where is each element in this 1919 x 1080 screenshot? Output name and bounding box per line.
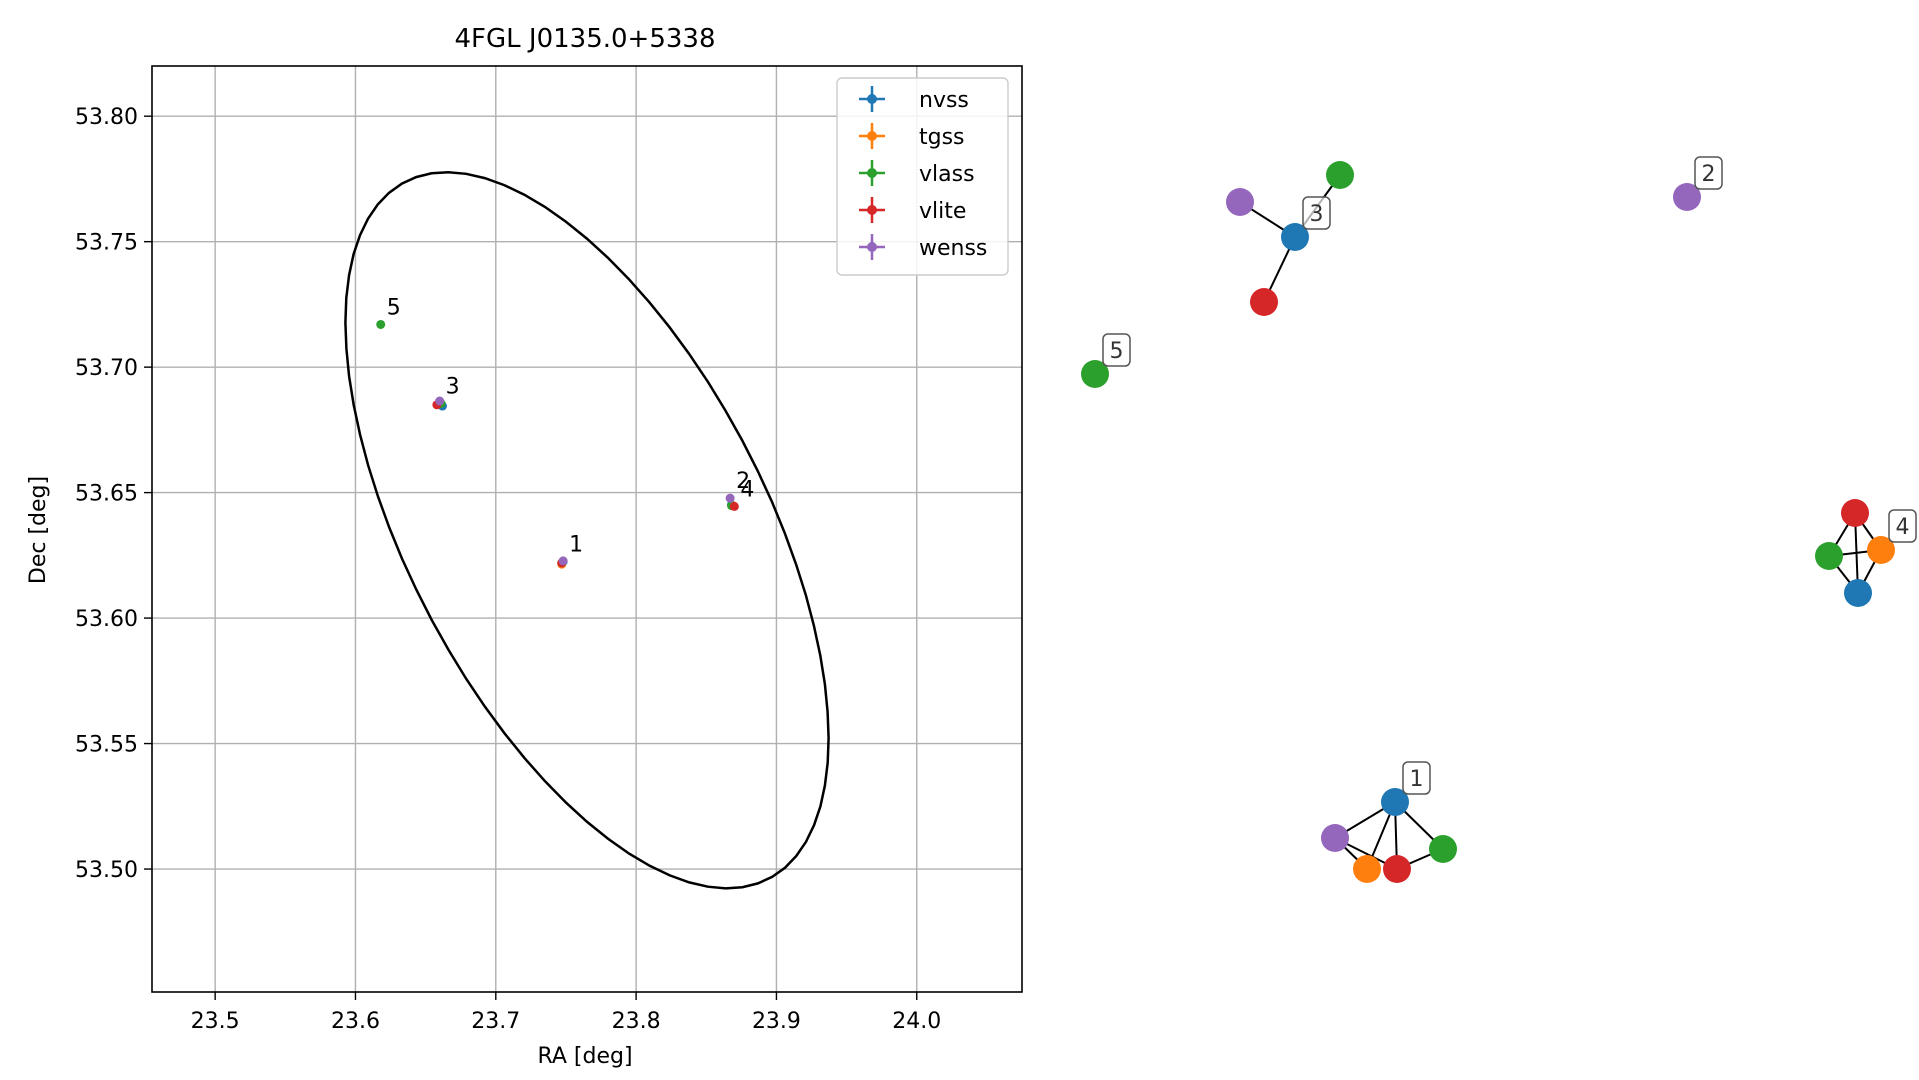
point-wenss — [725, 493, 735, 503]
legend-marker — [867, 205, 877, 215]
x-tick-label: 23.5 — [191, 1009, 240, 1034]
graph-node-vlass — [1081, 360, 1109, 388]
point-annotation: 4 — [740, 477, 754, 502]
graph-node-vlite — [1841, 499, 1869, 527]
y-tick-label: 53.80 — [75, 105, 138, 130]
legend-label: nvss — [919, 88, 969, 113]
y-tick-label: 53.75 — [75, 231, 138, 256]
graph-label-text: 2 — [1702, 162, 1716, 187]
chart-title: 4FGL J0135.0+5338 — [455, 24, 716, 54]
association-graph: 1 2 3 4 5 — [1081, 156, 1917, 883]
point-annotation: 5 — [387, 295, 401, 320]
graph-node-vlass — [1326, 161, 1354, 189]
data-points — [376, 319, 739, 569]
y-tick-label: 53.50 — [75, 858, 138, 883]
axes-frame — [151, 65, 1023, 993]
point-vlite — [729, 501, 739, 511]
legend-entry-vlite: vlite — [859, 197, 966, 224]
localization-ellipse — [344, 170, 830, 890]
graph-label-4: 4 — [1888, 509, 1917, 543]
graph-label-box — [1302, 196, 1331, 230]
legend-marker — [867, 131, 877, 141]
graph-label-text: 3 — [1310, 202, 1324, 227]
graph-node-wenss — [1321, 824, 1349, 852]
legend-label: vlass — [919, 162, 975, 187]
graph-label-box — [1402, 761, 1431, 795]
graph-label-box — [1694, 156, 1723, 190]
point-vlass — [376, 319, 386, 329]
legend-marker — [867, 242, 877, 252]
x-axis-label: RA [deg] — [537, 1044, 632, 1069]
point-wenss — [558, 556, 568, 566]
graph-node-vlass — [1429, 835, 1457, 863]
legend-label: tgss — [919, 125, 965, 150]
legend-marker — [867, 168, 877, 178]
graph-label-3: 3 — [1302, 196, 1331, 230]
legend-label: vlite — [919, 199, 966, 224]
point-annotation: 2 — [736, 469, 750, 494]
point-labels: 1 3 5 24 — [387, 295, 755, 557]
graph-node-tgss — [1353, 855, 1381, 883]
x-tick-label: 24.0 — [892, 1009, 941, 1034]
y-tick-label: 53.60 — [75, 607, 138, 632]
graph-label-5: 5 — [1102, 333, 1131, 367]
graph-labels: 1 2 3 4 5 — [1102, 156, 1917, 795]
point-annotation: 3 — [446, 375, 460, 400]
legend-marker — [867, 94, 877, 104]
x-tick-label: 23.9 — [752, 1009, 801, 1034]
legend-entry-nvss: nvss — [859, 86, 969, 113]
x-tick-label: 23.8 — [612, 1009, 661, 1034]
graph-node-wenss — [1226, 188, 1254, 216]
graph-node-nvss — [1844, 579, 1872, 607]
graph-node-vlass — [1815, 542, 1843, 570]
point-wenss — [435, 396, 445, 406]
graph-node-vlite — [1383, 855, 1411, 883]
graph-nodes — [1081, 161, 1895, 883]
x-axis-ticks: 23.5 23.6 23.7 23.8 23.9 24.0 — [191, 992, 941, 1034]
graph-label-text: 5 — [1110, 339, 1124, 364]
legend-box — [836, 77, 1009, 276]
y-axis-label: Dec [deg] — [26, 476, 51, 584]
graph-node-tgss — [1867, 536, 1895, 564]
graph-node-nvss — [1381, 788, 1409, 816]
graph-node-nvss — [1281, 223, 1309, 251]
graph-label-1: 1 — [1402, 761, 1431, 795]
graph-node-wenss — [1673, 183, 1701, 211]
graph-label-box — [1102, 333, 1131, 367]
point-annotation: 1 — [569, 533, 583, 558]
legend-label: wenss — [919, 236, 987, 261]
graph-label-text: 4 — [1896, 515, 1910, 540]
graph-label-text: 1 — [1410, 767, 1424, 792]
x-tick-label: 23.6 — [331, 1009, 380, 1034]
legend-entry-tgss: tgss — [859, 123, 965, 150]
x-tick-label: 23.7 — [471, 1009, 520, 1034]
y-tick-label: 53.55 — [75, 733, 138, 758]
scatter-plot: 4FGL J0135.0+5338 23.5 23.6 23.7 23.8 23.9 24… — [26, 24, 1023, 1069]
y-axis-ticks: 53.50 53.55 53.60 53.65 53.70 53.75 53.80 — [75, 105, 152, 883]
legend: nvss tgss vlass vlite wenss — [836, 77, 1009, 276]
graph-label-box — [1888, 509, 1917, 543]
legend-entry-vlass: vlass — [859, 160, 975, 187]
graph-node-vlite — [1250, 288, 1278, 316]
y-tick-label: 53.70 — [75, 356, 138, 381]
legend-entry-wenss: wenss — [859, 234, 987, 261]
y-tick-label: 53.65 — [75, 482, 138, 507]
graph-label-2: 2 — [1694, 156, 1723, 190]
